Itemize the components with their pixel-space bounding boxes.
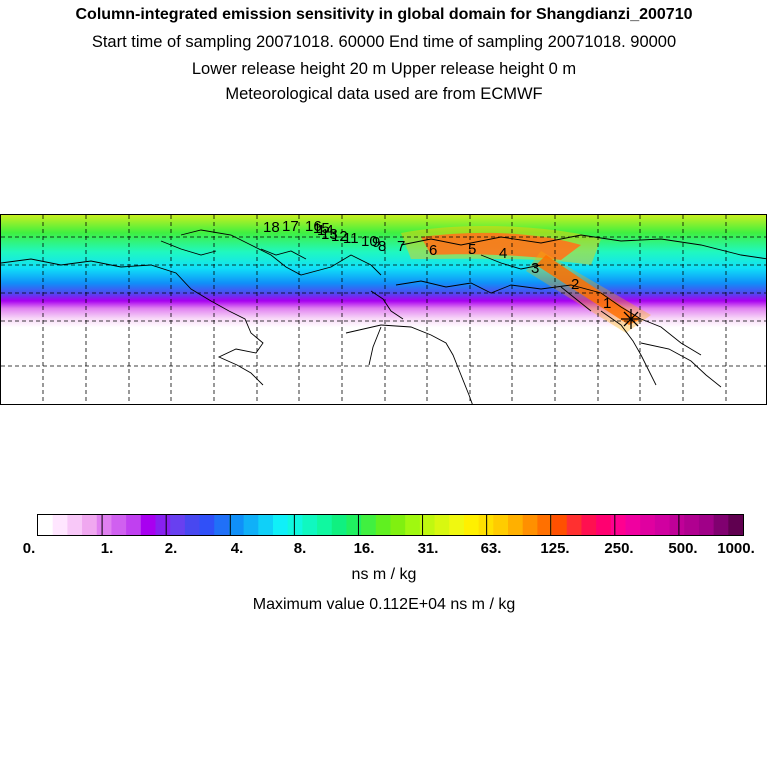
colorbar-swatch (566, 515, 583, 535)
colorbar-swatch (273, 515, 289, 535)
colorbar-swatch (287, 515, 303, 535)
colorbar-tick: 8. (293, 540, 307, 557)
coastlines (1, 229, 766, 404)
colorbar-swatch (434, 515, 450, 535)
colorbar-swatch (126, 515, 142, 535)
colorbar-swatch (375, 515, 392, 535)
colorbar-swatch (346, 515, 362, 535)
colorbar-swatch (625, 515, 641, 535)
colorbar-tick: 4. (230, 540, 244, 557)
colorbar-swatch (728, 515, 743, 535)
track-label: 13 (321, 226, 338, 243)
colorbar-tick: 31. (417, 540, 439, 557)
track-label: 8 (378, 238, 386, 255)
colorbar-tick: 0. (22, 540, 36, 557)
colorbar-swatch (96, 515, 113, 535)
colorbar-tick: 500. (668, 540, 698, 557)
colorbar-swatch (184, 515, 201, 535)
colorbar-tick: 250. (604, 540, 634, 557)
colorbar-swatch (390, 515, 406, 535)
sensitivity-field (1, 215, 766, 363)
colorbar-swatch (596, 515, 612, 535)
colorbar-swatch (199, 515, 215, 535)
plume-core (421, 232, 581, 260)
colorbar-swatch (493, 515, 509, 535)
colorbar-swatch (640, 515, 656, 535)
colorbar-swatch (405, 515, 421, 535)
colorbar-tick: 63. (480, 540, 502, 557)
release-height-line: Lower release height 20 m Upper release … (191, 60, 577, 78)
colorbar-swatch (52, 515, 68, 535)
colorbar (37, 514, 744, 536)
colorbar-swatch (698, 515, 715, 535)
colorbar-swatch (243, 515, 259, 535)
colorbar-tick: 2. (164, 540, 178, 557)
track-label: 15 (313, 220, 330, 237)
track-label: 5 (468, 241, 476, 258)
colorbar-swatch (669, 515, 685, 535)
colorbar-swatch (38, 515, 54, 535)
colorbar-swatch (155, 515, 171, 535)
colorbar-swatch (317, 515, 333, 535)
colorbar-swatch (111, 515, 127, 535)
emission-sensitivity-map: 1 2 3 4 5 6 7 8 9 10 11 12 13 14 15 16 1… (0, 214, 767, 405)
colorbar-swatch (508, 515, 524, 535)
colorbar-unit: ns m / kg (351, 566, 417, 583)
track-label: 1 (603, 295, 611, 312)
track-label: 11 (343, 230, 359, 247)
track-label: 16 (305, 218, 322, 235)
colorbar-swatch (67, 515, 83, 535)
colorbar-swatch (214, 515, 230, 535)
colorbar-swatch (331, 515, 348, 535)
colorbar-swatch (302, 515, 318, 535)
track-label: 3 (531, 260, 539, 277)
colorbar-swatch (713, 515, 729, 535)
colorbar-swatch (140, 515, 157, 535)
track-label: 4 (499, 245, 507, 262)
colorbar-swatch (552, 515, 568, 535)
colorbar-swatch (684, 515, 700, 535)
track-label: 9 (372, 234, 380, 251)
colorbar-swatch (654, 515, 671, 535)
colorbar-tick: 125. (540, 540, 570, 557)
track-label: 10 (361, 233, 378, 250)
map-canvas: 1 2 3 4 5 6 7 8 9 10 11 12 13 14 15 16 1… (1, 215, 766, 404)
colorbar-swatch (82, 515, 98, 535)
receptor-star-cross-icon (621, 309, 641, 329)
track-label: 17 (282, 218, 299, 235)
track-label: 18 (263, 219, 280, 236)
colorbar-swatch (463, 515, 480, 535)
track-label: 2 (571, 276, 579, 293)
colorbar-swatch (449, 515, 465, 535)
colorbar-swatch (419, 515, 436, 535)
colorbar-swatch (361, 515, 377, 535)
sampling-time-line: Start time of sampling 20071018. 60000 E… (91, 33, 677, 51)
track-label: 6 (429, 242, 437, 259)
met-data-line: Meteorological data used are from ECMWF (225, 85, 543, 103)
graticule (1, 215, 766, 404)
colorbar-swatch (581, 515, 597, 535)
track-label: 14 (317, 222, 334, 239)
colorbar-swatch (537, 515, 553, 535)
colorbar-swatch (610, 515, 627, 535)
colorbar-swatch (258, 515, 274, 535)
map-title: Column-integrated emission sensitivity i… (75, 6, 693, 23)
colorbar-tick: 16. (353, 540, 375, 557)
colorbar-swatch (228, 515, 245, 535)
colorbar-swatch (522, 515, 538, 535)
colorbar-swatches (38, 515, 743, 535)
colorbar-tick: 1000. (717, 540, 755, 557)
track-label: 7 (397, 238, 405, 255)
colorbar-tick: 1. (100, 540, 114, 557)
track-label: 12 (331, 228, 348, 245)
colorbar-swatch (170, 515, 186, 535)
maximum-value: Maximum value 0.112E+04 ns m / kg (252, 596, 516, 613)
